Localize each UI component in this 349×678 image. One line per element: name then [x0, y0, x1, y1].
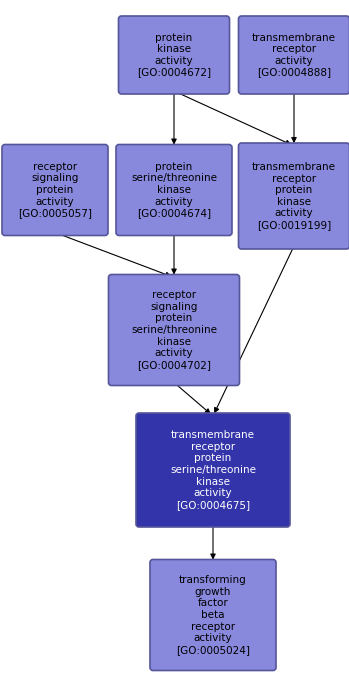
FancyBboxPatch shape: [136, 413, 290, 527]
FancyBboxPatch shape: [116, 144, 232, 235]
FancyBboxPatch shape: [109, 275, 239, 386]
Text: transforming
growth
factor
beta
receptor
activity
[GO:0005024]: transforming growth factor beta receptor…: [176, 575, 250, 655]
Text: transmembrane
receptor
protein
kinase
activity
[GO:0019199]: transmembrane receptor protein kinase ac…: [252, 162, 336, 230]
Text: protein
serine/threonine
kinase
activity
[GO:0004674]: protein serine/threonine kinase activity…: [131, 162, 217, 218]
Text: transmembrane
receptor
protein
serine/threonine
kinase
activity
[GO:0004675]: transmembrane receptor protein serine/th…: [170, 431, 256, 510]
Text: receptor
signaling
protein
serine/threonine
kinase
activity
[GO:0004702]: receptor signaling protein serine/threon…: [131, 290, 217, 370]
FancyBboxPatch shape: [150, 559, 276, 671]
FancyBboxPatch shape: [2, 144, 108, 235]
Text: transmembrane
receptor
activity
[GO:0004888]: transmembrane receptor activity [GO:0004…: [252, 33, 336, 77]
Text: receptor
signaling
protein
activity
[GO:0005057]: receptor signaling protein activity [GO:…: [18, 162, 92, 218]
Text: protein
kinase
activity
[GO:0004672]: protein kinase activity [GO:0004672]: [137, 33, 211, 77]
FancyBboxPatch shape: [238, 16, 349, 94]
FancyBboxPatch shape: [238, 143, 349, 249]
FancyBboxPatch shape: [119, 16, 230, 94]
